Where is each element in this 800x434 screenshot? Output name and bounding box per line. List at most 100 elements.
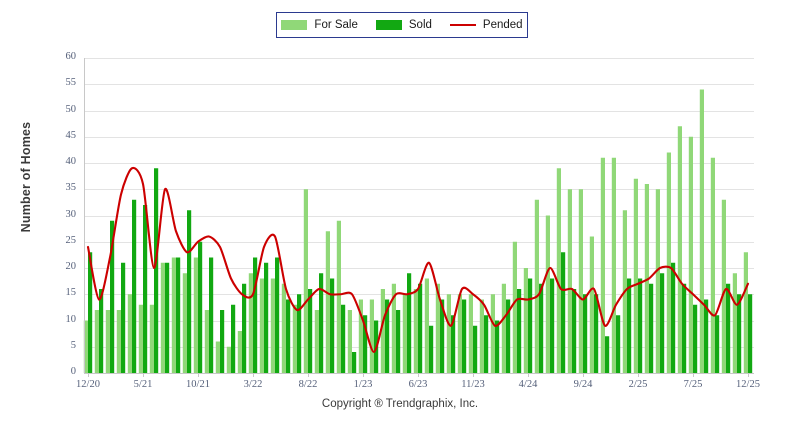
legend-swatch-sold-icon (375, 20, 402, 30)
bar-sold (187, 210, 192, 373)
bar-sold (649, 283, 654, 373)
x-tick-label: 8/22 (298, 379, 318, 390)
y-tick-label: 15 (65, 287, 77, 299)
pended-line (86, 166, 750, 354)
bar-for-sale (501, 283, 506, 373)
bar-for-sale (226, 346, 231, 373)
bar-for-sale (457, 294, 462, 373)
legend-label-for-sale: For Sale (314, 19, 358, 31)
bar-sold (550, 278, 555, 373)
bar-sold (616, 315, 621, 373)
legend-label-sold: Sold (408, 19, 432, 31)
y-tick-label: 45 (65, 129, 77, 141)
bar-for-sale (479, 299, 484, 373)
bar-for-sale (237, 331, 242, 373)
bar-sold (682, 283, 687, 373)
bar-sold (154, 168, 159, 373)
bar-for-sale (589, 236, 594, 373)
legend-item-pended[interactable]: Pended (449, 19, 523, 31)
bar-sold (484, 315, 489, 373)
bar-for-sale (303, 189, 308, 373)
bar-sold (660, 273, 665, 373)
bar-sold (506, 299, 511, 373)
bar-for-sale (391, 283, 396, 373)
bar-for-sale (633, 178, 638, 373)
bar-sold (330, 278, 335, 373)
bar-for-sale (215, 341, 220, 373)
bar-for-sale (369, 299, 374, 373)
bar-for-sale (325, 231, 330, 373)
bar-sold (715, 315, 720, 373)
y-tick-label: 35 (65, 182, 77, 194)
bar-sold (693, 304, 698, 373)
bar-sold (407, 273, 412, 373)
bar-sold (748, 294, 753, 373)
bar-sold (363, 315, 368, 373)
bar-for-sale (182, 273, 187, 373)
bar-sold (473, 325, 478, 373)
x-tick-label: 5/21 (133, 379, 153, 390)
bar-for-sale (138, 304, 143, 373)
bar-sold (352, 352, 357, 373)
y-tick-label: 20 (65, 261, 77, 272)
bar-for-sale (116, 310, 121, 373)
bar-for-sale (347, 310, 352, 373)
bar-for-sale (567, 189, 572, 373)
legend-item-for-sale[interactable]: For Sale (281, 19, 358, 31)
bar-for-sale (270, 278, 275, 373)
bar-for-sale (160, 262, 165, 373)
copyright-notice: Copyright ® Trendgraphix, Inc. (321, 398, 479, 410)
bar-for-sale (259, 278, 264, 373)
bar-sold (429, 325, 434, 373)
legend-label-pended: Pended (482, 19, 523, 31)
bar-for-sale (94, 310, 99, 373)
bar-for-sale (204, 310, 209, 373)
x-tick-label: 4/24 (518, 379, 538, 390)
bar-sold (209, 257, 214, 373)
bar-for-sale (611, 157, 616, 373)
bar-sold (517, 289, 522, 373)
bar-for-sale (534, 199, 539, 373)
bar-sold (275, 257, 280, 373)
bar-sold (308, 289, 313, 373)
bar-for-sale (721, 199, 726, 373)
bar-sold (418, 283, 423, 373)
bar-for-sale (578, 189, 583, 373)
bar-for-sale (314, 310, 319, 373)
x-tick-label: 1/23 (353, 379, 373, 390)
bar-for-sale (743, 252, 748, 373)
bar-for-sale (292, 304, 297, 373)
bar-sold (242, 283, 247, 373)
bar-for-sale (699, 89, 704, 373)
x-tick-label: 9/24 (573, 379, 593, 390)
bar-for-sale (710, 157, 715, 373)
bar-for-sale (732, 273, 737, 373)
bar-for-sale (512, 241, 517, 373)
bar-for-sale (105, 310, 110, 373)
bar-sold (319, 273, 324, 373)
bar-sold (737, 294, 742, 373)
bar-sold (264, 262, 269, 373)
bar-sold (220, 310, 225, 373)
bar-sold (528, 278, 533, 373)
x-tick-label: 12/20 (76, 379, 100, 390)
bar-sold (605, 336, 610, 373)
bar-sold (561, 252, 566, 373)
y-tick-label: 60 (65, 51, 77, 62)
bar-sold (132, 199, 137, 373)
bar-for-sale (149, 304, 154, 373)
bar-sold (539, 283, 544, 373)
bar-sold (462, 299, 467, 373)
legend-item-sold[interactable]: Sold (375, 19, 432, 31)
bar-for-sale (171, 257, 176, 373)
bar-for-sale (490, 294, 495, 373)
y-tick-label: 55 (65, 77, 77, 89)
bar-sold (341, 304, 346, 373)
bar-for-sale (446, 294, 451, 373)
y-tick-label: 5 (70, 339, 76, 351)
chart-legend: For Sale Sold Pended (276, 12, 528, 38)
bar-for-sale (193, 257, 198, 373)
bar-sold (638, 278, 643, 373)
bar-sold (143, 205, 148, 373)
x-tick-label: 11/23 (461, 379, 485, 390)
